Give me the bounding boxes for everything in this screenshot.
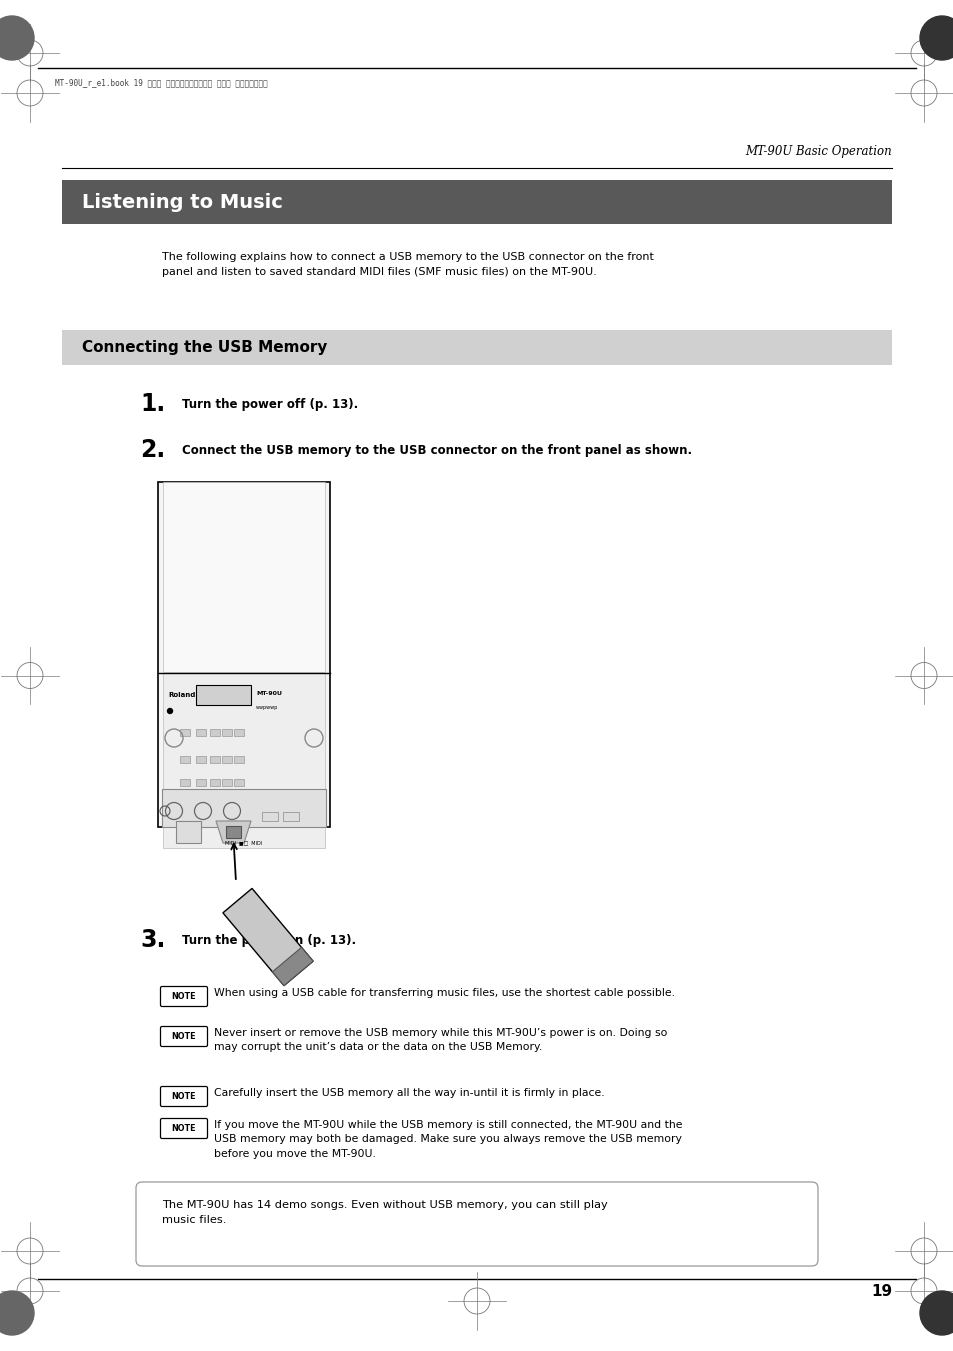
- Circle shape: [168, 708, 172, 713]
- FancyBboxPatch shape: [136, 1182, 817, 1266]
- Bar: [283, 812, 298, 821]
- FancyBboxPatch shape: [160, 1086, 208, 1106]
- Bar: [195, 685, 251, 705]
- Bar: [233, 730, 244, 736]
- Bar: [195, 730, 206, 736]
- Bar: [180, 730, 190, 736]
- Bar: [233, 757, 244, 763]
- Bar: [158, 482, 330, 827]
- Bar: [163, 673, 325, 848]
- Bar: [210, 730, 220, 736]
- Text: MT-90U: MT-90U: [255, 690, 282, 696]
- Bar: [162, 789, 326, 827]
- Text: MT-90U Basic Operation: MT-90U Basic Operation: [744, 145, 891, 158]
- Bar: [222, 780, 232, 786]
- Bar: [163, 482, 325, 671]
- Text: The MT-90U has 14 demo songs. Even without USB memory, you can still play
music : The MT-90U has 14 demo songs. Even witho…: [162, 1200, 607, 1225]
- Bar: [195, 757, 206, 763]
- Circle shape: [919, 16, 953, 59]
- Circle shape: [0, 1292, 34, 1335]
- Polygon shape: [273, 947, 313, 986]
- Text: wwpwwp: wwpwwp: [255, 705, 278, 711]
- Bar: [233, 780, 244, 786]
- Bar: [226, 825, 241, 838]
- Text: Turn the power off (p. 13).: Turn the power off (p. 13).: [182, 399, 358, 411]
- Bar: [62, 180, 891, 224]
- Text: NOTE: NOTE: [172, 1032, 196, 1042]
- Text: Connecting the USB Memory: Connecting the USB Memory: [82, 340, 327, 355]
- Bar: [262, 812, 277, 821]
- Bar: [62, 330, 891, 365]
- Circle shape: [919, 1292, 953, 1335]
- Bar: [195, 780, 206, 786]
- Text: 1.: 1.: [140, 392, 165, 416]
- Bar: [180, 780, 190, 786]
- Bar: [222, 730, 232, 736]
- Text: Never insert or remove the USB memory while this MT-90U’s power is on. Doing so
: Never insert or remove the USB memory wh…: [213, 1028, 667, 1052]
- Bar: [180, 757, 190, 763]
- Text: NOTE: NOTE: [172, 1092, 196, 1101]
- Bar: [210, 757, 220, 763]
- Bar: [210, 780, 220, 786]
- Text: MT-90U_r_e1.book 19 ページ ２００８年３月２４日 月曜日 午後４時４６分: MT-90U_r_e1.book 19 ページ ２００８年３月２４日 月曜日 午…: [55, 78, 268, 86]
- Polygon shape: [223, 889, 313, 986]
- Text: When using a USB cable for transferring music files, use the shortest cable poss: When using a USB cable for transferring …: [213, 988, 675, 998]
- FancyBboxPatch shape: [160, 1119, 208, 1139]
- FancyBboxPatch shape: [160, 986, 208, 1006]
- Circle shape: [0, 16, 34, 59]
- Text: Carefully insert the USB memory all the way in-until it is firmly in place.: Carefully insert the USB memory all the …: [213, 1088, 604, 1098]
- Text: 2.: 2.: [140, 438, 165, 462]
- Text: NOTE: NOTE: [172, 992, 196, 1001]
- Text: MIDI  ■□  MIDI: MIDI ■□ MIDI: [225, 840, 262, 844]
- Bar: [222, 757, 232, 763]
- FancyBboxPatch shape: [160, 1027, 208, 1047]
- Text: NOTE: NOTE: [172, 1124, 196, 1133]
- Text: Turn the power on (p. 13).: Turn the power on (p. 13).: [182, 934, 355, 947]
- Text: Listening to Music: Listening to Music: [82, 192, 283, 212]
- Bar: [175, 821, 201, 843]
- Text: Roland: Roland: [168, 692, 195, 698]
- Polygon shape: [215, 821, 251, 843]
- Text: The following explains how to connect a USB memory to the USB connector on the f: The following explains how to connect a …: [162, 253, 653, 277]
- Text: 3.: 3.: [140, 928, 165, 952]
- Text: 19: 19: [870, 1283, 891, 1300]
- Text: If you move the MT-90U while the USB memory is still connected, the MT-90U and t: If you move the MT-90U while the USB mem…: [213, 1120, 681, 1159]
- Text: Connect the USB memory to the USB connector on the front panel as shown.: Connect the USB memory to the USB connec…: [182, 444, 691, 457]
